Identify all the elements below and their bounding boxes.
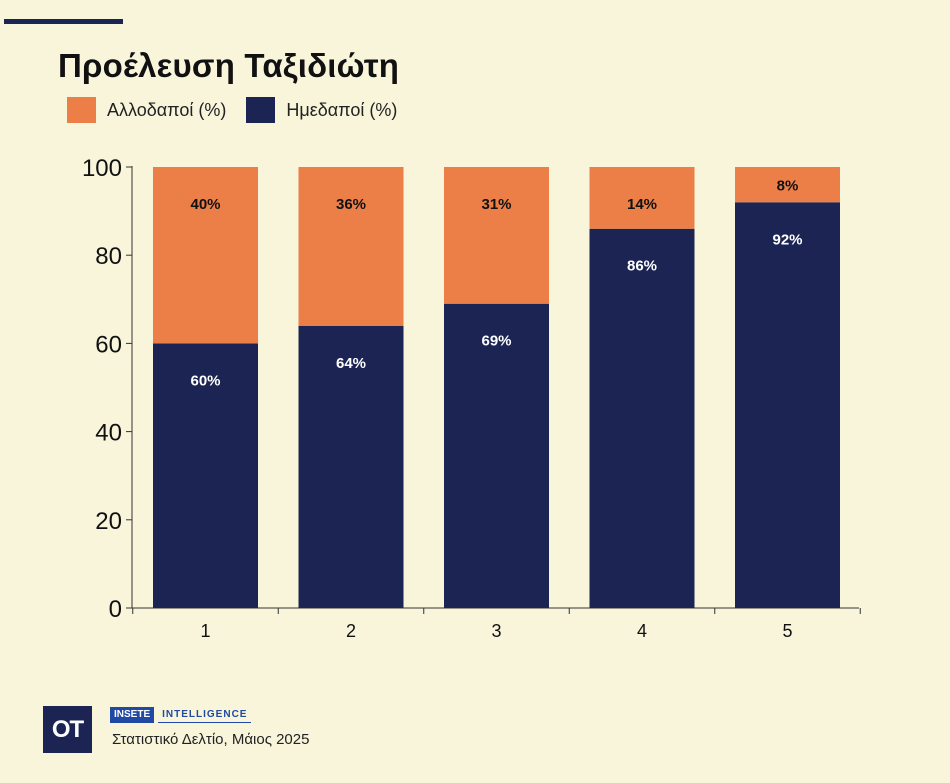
source-note: Στατιστικό Δελτίο, Μάιος 2025 (112, 731, 310, 748)
insete-logo-primary: INSETE (110, 707, 155, 723)
data-label-domestic: 64% (336, 355, 366, 372)
bar-domestic (735, 202, 840, 608)
data-label-foreign: 8% (777, 178, 799, 195)
legend-item-foreign: Αλλοδαποί (%) (67, 97, 226, 123)
data-label-domestic: 92% (772, 231, 802, 248)
legend-label-domestic: Ημεδαποί (%) (286, 99, 398, 120)
insete-intelligence-logo: INSETE INTELLIGENCE (110, 707, 252, 723)
x-tick-label: 2 (346, 621, 356, 641)
chart-title: Προέλευση Ταξιδιώτη (58, 47, 400, 84)
bar-domestic (153, 343, 258, 608)
legend-swatch-foreign (67, 97, 96, 123)
stacked-bar-chart: 0 20 40 60 80 100 60% 40% 1 64% 36% 2 69% 31% 3 86% 14% 4… (82, 155, 861, 641)
bar-domestic (589, 228, 695, 609)
bar-foreign (589, 167, 695, 229)
data-label-domestic: 60% (190, 372, 220, 389)
bar-foreign (444, 167, 549, 304)
bar-foreign (298, 167, 404, 326)
data-label-foreign: 40% (190, 196, 220, 213)
x-tick-label: 5 (782, 621, 792, 641)
data-label-foreign: 36% (336, 196, 366, 213)
insete-logo-secondary: INTELLIGENCE (158, 707, 252, 723)
y-tick-label: 60 (95, 331, 122, 358)
y-tick-label: 0 (109, 596, 122, 623)
x-tick-label: 4 (637, 621, 647, 641)
bar-domestic (444, 303, 549, 608)
legend-item-domestic: Ημεδαποί (%) (246, 97, 397, 123)
y-tick-label: 40 (95, 420, 122, 447)
top-accent-rule (4, 19, 123, 24)
x-tick-label: 3 (491, 621, 501, 641)
data-label-domestic: 69% (481, 333, 511, 350)
legend-label-foreign: Αλλοδαποί (%) (107, 99, 227, 120)
data-label-foreign: 31% (481, 196, 511, 213)
x-tick-label: 1 (200, 621, 210, 641)
bar-foreign (153, 167, 258, 344)
ot-logo: OT (43, 706, 92, 753)
y-tick-label: 80 (95, 243, 122, 270)
data-label-domestic: 86% (627, 258, 657, 275)
bar-domestic (298, 325, 404, 608)
bar-foreign (735, 167, 840, 203)
y-tick-label: 20 (95, 508, 122, 535)
data-label-foreign: 14% (627, 196, 657, 213)
y-tick-label: 100 (82, 155, 122, 182)
chart-legend: Αλλοδαποί (%) Ημεδαποί (%) (67, 97, 417, 123)
legend-swatch-domestic (246, 97, 276, 123)
